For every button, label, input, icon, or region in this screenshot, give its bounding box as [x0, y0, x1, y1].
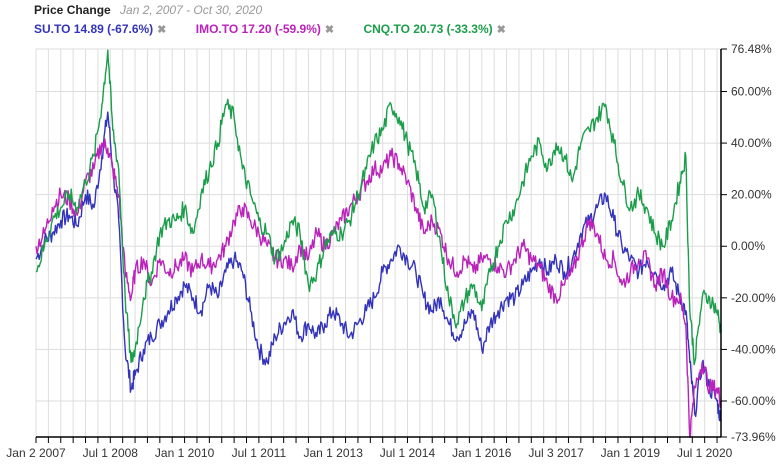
- x-tick-label: Jul 1 2011: [232, 446, 287, 460]
- remove-series-icon[interactable]: ✖: [324, 24, 335, 36]
- x-tick-label: Jul 3 2017: [528, 446, 584, 460]
- legend-item-imo[interactable]: IMO.TO 17.20 (-59.9%) ✖: [196, 22, 334, 36]
- x-tick-label: Jan 2 2007: [6, 446, 66, 460]
- legend-label: SU.TO 14.89 (-67.6%): [34, 22, 154, 36]
- legend: SU.TO 14.89 (-67.6%) ✖ IMO.TO 17.20 (-59.…: [34, 22, 532, 36]
- legend-item-su[interactable]: SU.TO 14.89 (-67.6%) ✖: [34, 22, 166, 36]
- series-line-imo-to: [35, 138, 722, 438]
- y-tick-label: 76.48%: [731, 42, 772, 56]
- series-line-cnq-to: [35, 49, 722, 366]
- y-tick-label: 20.00%: [731, 188, 772, 202]
- y-tick-label: -73.96%: [731, 430, 776, 444]
- x-tick-label: Jul 1 2014: [380, 446, 436, 460]
- y-tick-label: 60.00%: [731, 85, 772, 99]
- grid: [35, 48, 721, 438]
- y-tick-label: -40.00%: [731, 342, 776, 356]
- y-tick-label: -20.00%: [731, 291, 776, 305]
- x-tick-label: Jan 1 2013: [303, 446, 363, 460]
- y-tick-label: -60.00%: [731, 394, 776, 408]
- legend-item-cnq[interactable]: CNQ.TO 20.73 (-33.3%) ✖: [363, 22, 505, 36]
- legend-label: IMO.TO 17.20 (-59.9%): [195, 22, 321, 36]
- x-tick-label: Jan 1 2019: [601, 446, 661, 460]
- x-tick-label: Jan 1 2016: [452, 446, 512, 460]
- x-tick-label: Jul 1 2008: [83, 446, 139, 460]
- axes: 76.48% 60.00% 40.00% 20.00% 0.00% -20.00% -40.…: [6, 42, 776, 460]
- chart-header: Price Change Jan 2, 2007 - Oct 30, 2020: [34, 3, 262, 17]
- series-lines: [35, 49, 722, 438]
- series-line-su-to: [35, 111, 722, 422]
- chart-title: Price Change: [34, 3, 111, 17]
- y-tick-label: 0.00%: [731, 239, 765, 253]
- y-tick-label: 40.00%: [731, 136, 772, 150]
- date-range: Jan 2, 2007 - Oct 30, 2020: [120, 3, 263, 17]
- legend-label: CNQ.TO 20.73 (-33.3%): [363, 22, 493, 36]
- x-tick-label: Jan 1 2010: [155, 446, 215, 460]
- remove-series-icon[interactable]: ✖: [157, 24, 167, 36]
- x-tick-label: Jul 1 2020: [677, 446, 733, 460]
- remove-series-icon[interactable]: ✖: [496, 24, 506, 36]
